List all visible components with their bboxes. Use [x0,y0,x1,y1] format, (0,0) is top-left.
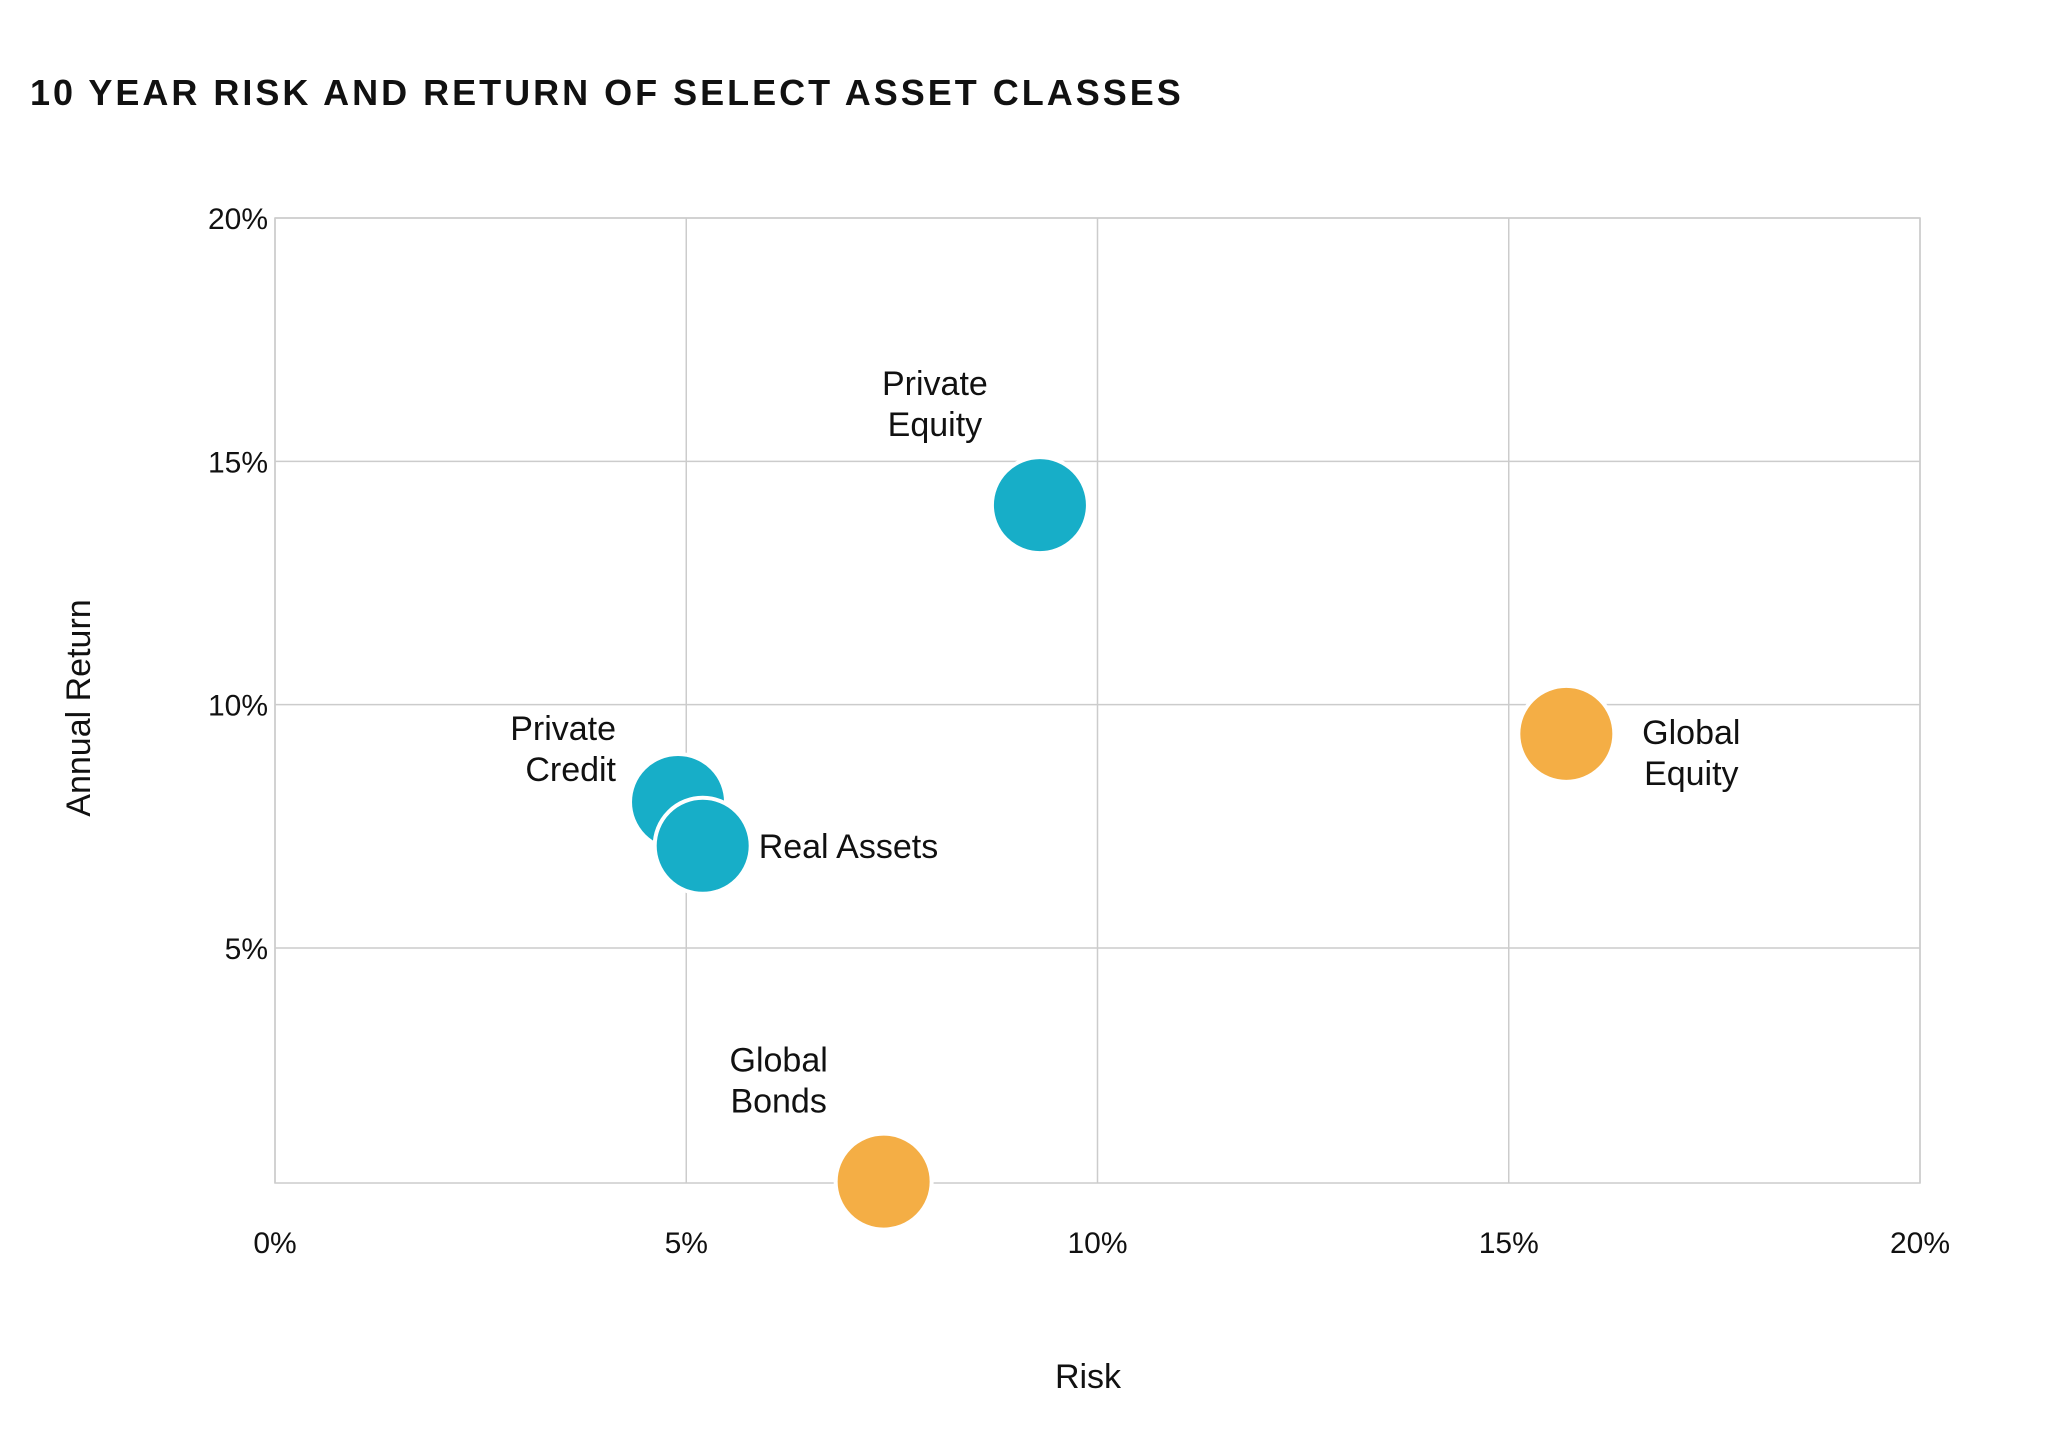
point-global-equity [1516,683,1617,784]
point-label-global-equity: Global Equity [1642,714,1740,793]
point-label-line: Private [510,710,616,748]
point-label-line: Equity [1644,755,1739,793]
point-label-line: Global [730,1042,828,1080]
y-tick-label: 5% [225,933,268,966]
x-tick-label: 5% [665,1227,708,1260]
y-tick-label: 15% [208,446,268,479]
point-label-line: Private [882,365,988,403]
point-label-global-bonds: Global Bonds [730,1042,828,1121]
grid [274,217,1921,1183]
x-tick-label: 10% [1067,1227,1127,1260]
point-label-private-equity: Private Equity [882,365,988,444]
y-tick-label: 10% [208,690,268,723]
x-tick-label: 0% [253,1227,296,1260]
point-label-line: Bonds [730,1083,826,1121]
x-axis-label: Risk [1055,1358,1122,1396]
y-tick-label: 20% [208,203,268,236]
point-global-bonds [833,1131,934,1232]
point-label-line: Credit [525,751,616,789]
x-tick-label: 20% [1890,1227,1950,1260]
tick-labels: 0% 5% 10% 15% 20% 5% 10% 15% 20% [208,203,1950,1260]
y-axis-label: Annual Return [60,599,98,816]
point-real-assets [652,795,753,896]
plot-area-border [274,217,1921,1184]
point-label-private-credit: Private Credit [510,710,616,789]
point-label-real-assets: Real Assets [759,828,939,866]
x-tick-label: 15% [1479,1227,1539,1260]
chart-title: 10 YEAR RISK AND RETURN OF SELECT ASSET … [30,72,1184,113]
point-label-line: Real Assets [759,828,939,866]
point-label-line: Equity [888,406,983,444]
point-label-line: Global [1642,714,1740,752]
point-private-equity [989,455,1090,556]
data-points [628,455,1617,1232]
